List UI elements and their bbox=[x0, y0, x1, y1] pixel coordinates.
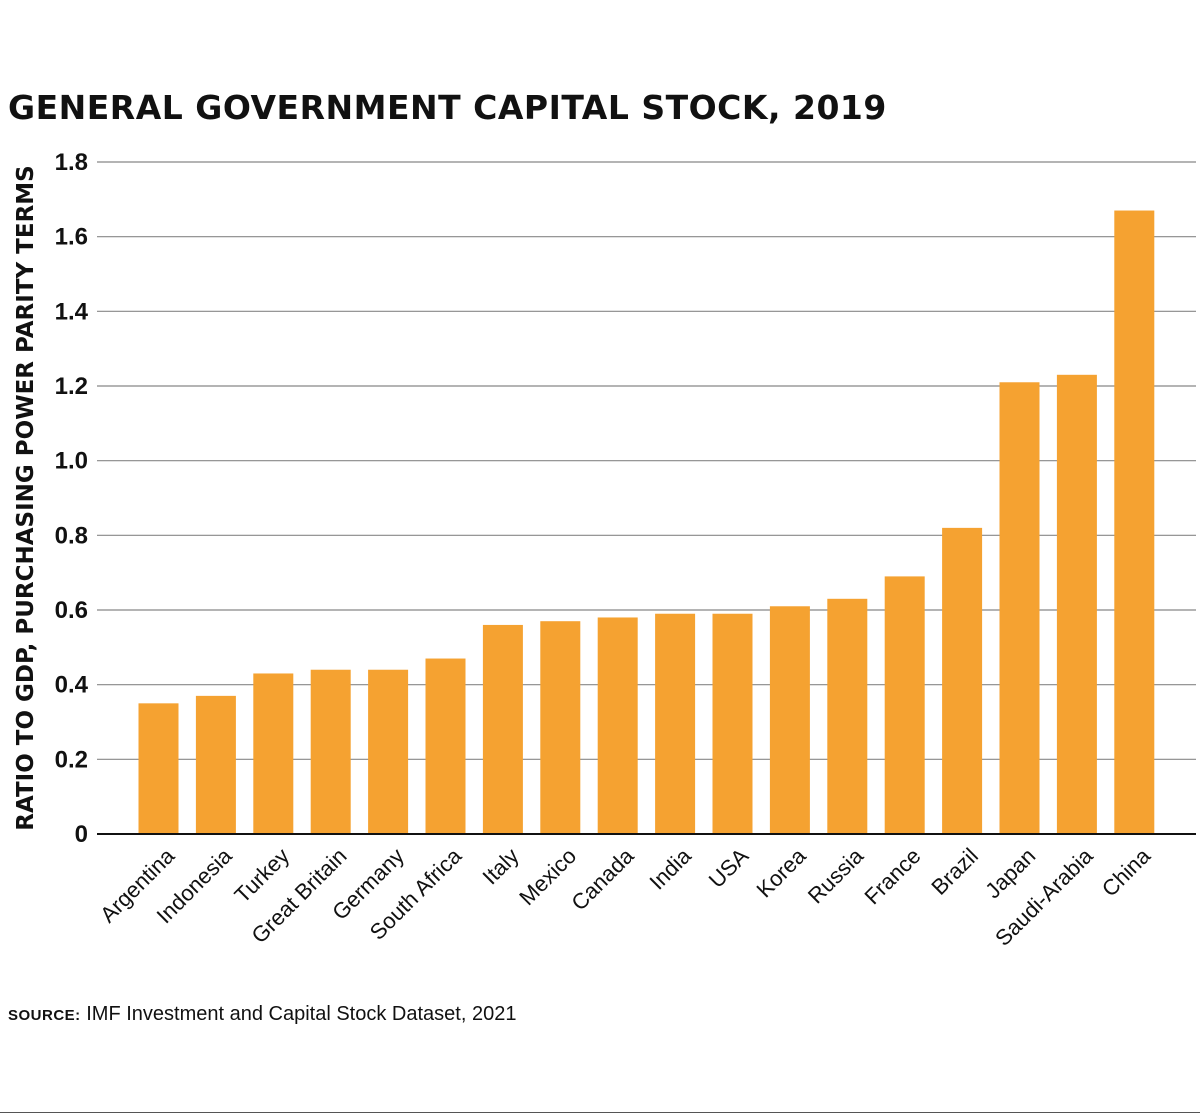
bar-brazil bbox=[942, 527, 983, 834]
x-category-label: China bbox=[1097, 843, 1156, 902]
x-category-label: Russia bbox=[803, 843, 869, 909]
bar-usa bbox=[712, 613, 753, 834]
x-category-label: Italy bbox=[478, 843, 524, 889]
bar-south-africa bbox=[425, 658, 466, 834]
bar-mexico bbox=[540, 621, 581, 834]
y-tick-label: 1.8 bbox=[55, 149, 88, 176]
source-label: SOURCE: bbox=[8, 1007, 81, 1024]
bar-canada bbox=[597, 617, 638, 834]
bar-korea bbox=[769, 606, 810, 834]
bottom-divider bbox=[0, 1112, 1200, 1113]
y-axis-title: RATIO TO GDP, PURCHASING POWER PARITY TE… bbox=[13, 165, 39, 831]
y-axis-ticks: 0 0.2 0.4 0.6 0.8 1.0 1.2 1.4 1.6 1.8 bbox=[55, 149, 89, 848]
y-tick-label: 1.6 bbox=[55, 224, 88, 251]
bars bbox=[138, 210, 1155, 835]
chart-title: GENERAL GOVERNMENT CAPITAL STOCK, 2019 bbox=[8, 88, 887, 127]
x-category-label: Korea bbox=[752, 843, 812, 903]
y-tick-label: 0.2 bbox=[55, 746, 88, 773]
bar-indonesia bbox=[195, 695, 236, 834]
bar-chart: 0 0.2 0.4 0.6 0.8 1.0 1.2 1.4 1.6 1.8 ArgentinaIn… bbox=[13, 149, 1196, 951]
bar-russia bbox=[827, 598, 868, 834]
x-category-label: India bbox=[645, 843, 697, 895]
y-tick-label: 1.0 bbox=[55, 448, 88, 475]
bar-germany bbox=[368, 669, 409, 834]
bar-turkey bbox=[253, 673, 294, 834]
y-tick-label: 0.6 bbox=[55, 597, 88, 624]
source-note: SOURCE: IMF Investment and Capital Stock… bbox=[8, 1003, 516, 1026]
x-category-label: Brazil bbox=[926, 843, 983, 900]
x-category-label: Canada bbox=[566, 843, 639, 916]
source-text: IMF Investment and Capital Stock Dataset… bbox=[86, 1003, 517, 1025]
bar-argentina bbox=[138, 703, 179, 834]
bar-saudi-arabia bbox=[1056, 374, 1097, 834]
y-tick-label: 1.2 bbox=[55, 373, 88, 400]
bar-india bbox=[655, 613, 696, 834]
y-tick-label: 0 bbox=[75, 821, 88, 848]
bar-japan bbox=[999, 382, 1040, 834]
bar-great-britain bbox=[310, 669, 351, 834]
y-tick-label: 0.4 bbox=[55, 672, 89, 699]
bar-france bbox=[884, 576, 925, 834]
bar-italy bbox=[482, 624, 523, 834]
bar-china bbox=[1114, 210, 1155, 835]
y-tick-label: 1.4 bbox=[55, 298, 89, 325]
x-category-label: USA bbox=[704, 843, 754, 893]
y-tick-label: 0.8 bbox=[55, 522, 88, 549]
x-category-label: France bbox=[859, 843, 925, 909]
